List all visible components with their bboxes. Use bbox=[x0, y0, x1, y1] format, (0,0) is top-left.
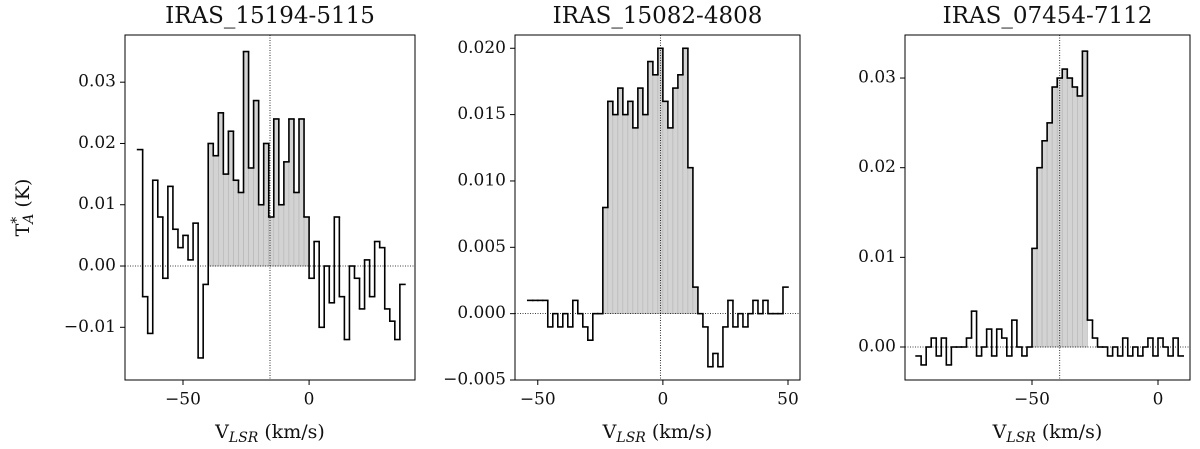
fill-bar bbox=[223, 173, 229, 267]
fill-bar bbox=[627, 101, 634, 314]
fill-bar bbox=[1041, 140, 1048, 348]
fill-bar bbox=[248, 167, 254, 267]
y-tick-label: −0.01 bbox=[64, 317, 116, 337]
panel: −0.01 0.00 0.01 0.02 0.03 −50 0 IRAS_15194-5115… bbox=[9, 3, 416, 446]
x-label-main: V bbox=[602, 421, 617, 443]
x-axis-label: VLSR (km/s) bbox=[602, 421, 713, 446]
plot-area bbox=[125, 35, 415, 380]
y-label-main: T bbox=[12, 223, 34, 236]
y-label-sup: * bbox=[9, 217, 25, 224]
x-tick-label: 0 bbox=[304, 390, 315, 410]
fill-bar bbox=[652, 74, 659, 314]
y-tick-label: 0.02 bbox=[858, 157, 896, 177]
panel: 0.00 0.01 0.02 0.03 −50 0 IRAS_07454-7112 VLSR (… bbox=[858, 3, 1191, 446]
fill-bar bbox=[642, 114, 649, 314]
fill-bar bbox=[612, 114, 619, 314]
y-axis-label: T*A (K) bbox=[9, 179, 37, 237]
plot-area bbox=[515, 35, 800, 380]
y-tick-label: 0.01 bbox=[858, 247, 896, 267]
x-label-rest: (km/s) bbox=[652, 421, 713, 443]
y-tick-label: 0.00 bbox=[78, 256, 116, 276]
x-tick-label: −50 bbox=[165, 390, 201, 410]
fill-bar bbox=[662, 101, 669, 314]
axes-frame bbox=[904, 34, 1191, 381]
fill-bar bbox=[238, 192, 244, 267]
fill-bar bbox=[268, 216, 275, 267]
y-tick-label: −0.005 bbox=[443, 370, 506, 390]
y-tick-label: 0.000 bbox=[457, 303, 506, 323]
panel-title: IRAS_15082-4808 bbox=[553, 3, 763, 29]
panel-title: IRAS_15194-5115 bbox=[165, 3, 375, 29]
fill-bar bbox=[632, 127, 639, 314]
x-tick-label: 0 bbox=[1153, 390, 1164, 410]
fill-bar bbox=[667, 127, 674, 314]
y-tick-label: 0.03 bbox=[78, 72, 116, 92]
fill-bar bbox=[622, 114, 629, 314]
axes-frame bbox=[514, 34, 801, 381]
x-label-sub: LSR bbox=[615, 430, 646, 446]
panel: −0.005 0.000 0.005 0.010 0.015 0.020 −50 0 50 IRA… bbox=[443, 3, 801, 446]
x-label-sub: LSR bbox=[228, 430, 259, 446]
x-tick-label: 0 bbox=[657, 390, 668, 410]
fill-bar bbox=[1066, 77, 1073, 348]
x-label-sub: LSR bbox=[1005, 430, 1036, 446]
y-tick-label: 0.020 bbox=[457, 38, 506, 58]
y-tick-label: 0.005 bbox=[457, 237, 506, 257]
fill-bar bbox=[1046, 122, 1053, 348]
x-axis-label: VLSR (km/s) bbox=[992, 421, 1103, 446]
plot-area bbox=[905, 35, 1190, 380]
fill-bar bbox=[617, 87, 624, 314]
fill-bar bbox=[212, 155, 219, 267]
x-axis-label: VLSR (km/s) bbox=[214, 421, 325, 446]
fill-bar bbox=[258, 204, 264, 267]
y-tick-label: 0.01 bbox=[78, 194, 116, 214]
fill-bar bbox=[1051, 86, 1058, 348]
fill-bar bbox=[677, 74, 684, 314]
fill-bar bbox=[1077, 95, 1083, 348]
x-label-rest: (km/s) bbox=[1042, 421, 1103, 443]
x-tick-label: −50 bbox=[1014, 390, 1050, 410]
fill-bar bbox=[1072, 86, 1078, 348]
y-tick-label: 0.00 bbox=[858, 337, 896, 357]
fill-bar bbox=[1061, 68, 1068, 348]
panel-title: IRAS_07454-7112 bbox=[943, 3, 1153, 29]
y-label-rest: (K) bbox=[12, 179, 34, 208]
y-label-sub: A bbox=[21, 214, 37, 226]
x-tick-label: 50 bbox=[777, 390, 799, 410]
fill-bar bbox=[293, 192, 300, 267]
x-label-main: V bbox=[214, 421, 229, 443]
fill-bar bbox=[278, 204, 285, 267]
x-tick-label: −50 bbox=[520, 390, 556, 410]
y-tick-label: 0.02 bbox=[78, 133, 116, 153]
x-label-main: V bbox=[992, 421, 1007, 443]
x-label-rest: (km/s) bbox=[264, 421, 325, 443]
y-tick-label: 0.03 bbox=[858, 68, 896, 88]
axes-frame bbox=[124, 34, 416, 381]
y-tick-label: 0.015 bbox=[457, 104, 506, 124]
y-tick-label: 0.010 bbox=[457, 170, 506, 190]
